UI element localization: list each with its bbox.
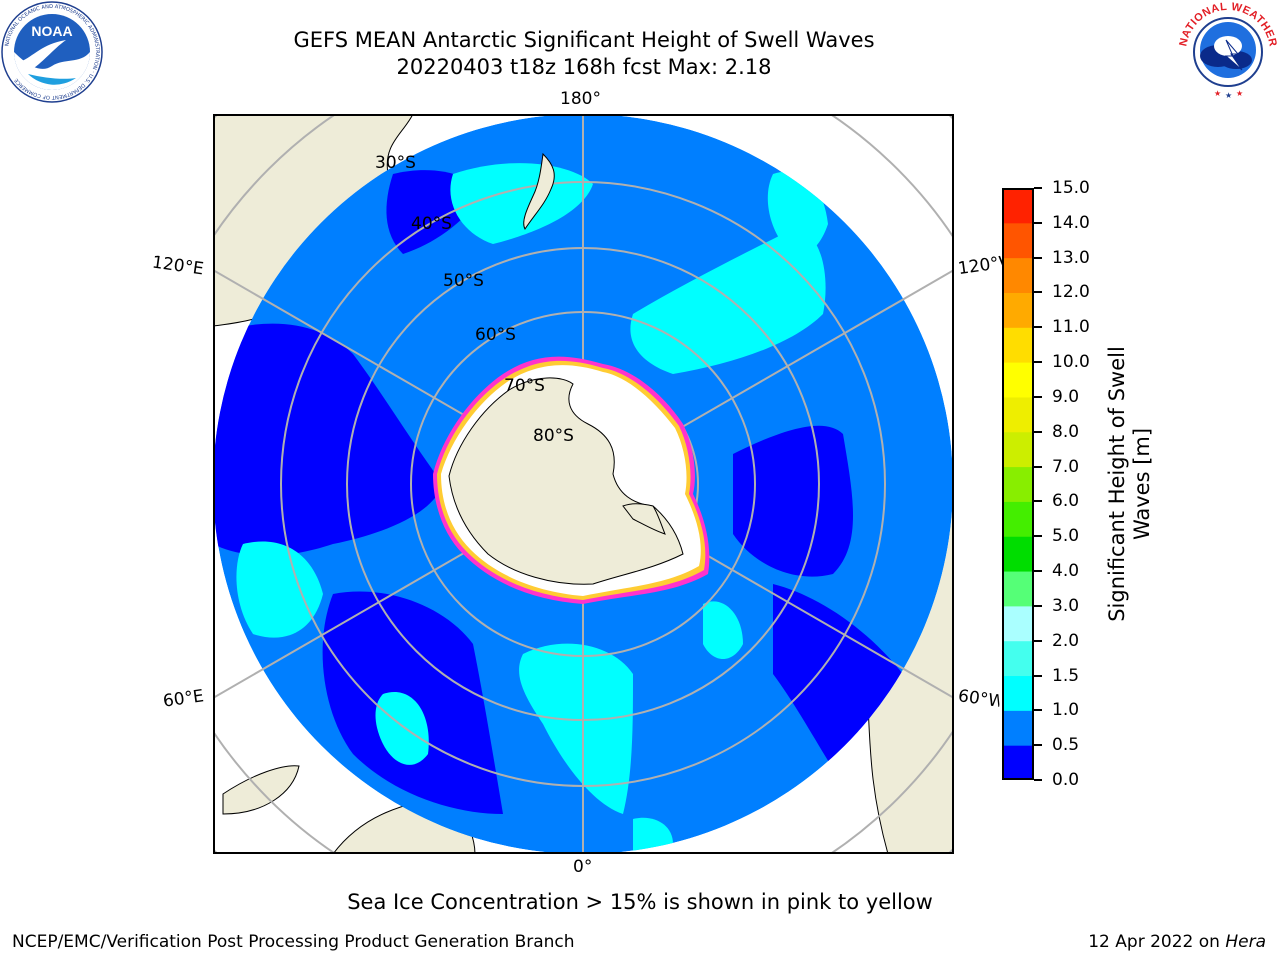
colorbar-segment	[1002, 536, 1034, 572]
colorbar-tick-mark	[1034, 291, 1042, 294]
colorbar-segment	[1002, 327, 1034, 363]
colorbar-tick-label: 12.0	[1052, 282, 1090, 303]
colorbar-segment	[1002, 257, 1034, 293]
colorbar-tick-label: 15.0	[1052, 178, 1090, 198]
colorbar	[1002, 188, 1034, 780]
svg-text:★: ★	[1236, 89, 1243, 98]
lon-label-120w: 120°W	[956, 252, 1006, 280]
colorbar-tick-mark	[1034, 674, 1042, 677]
antarctica-land	[448, 377, 684, 585]
colorbar-segment	[1002, 675, 1034, 711]
swell-south-tip	[633, 817, 673, 854]
colorbar-segment	[1002, 640, 1034, 677]
forecast-subtitle: 20220403 t18z 168h fcst Max: 2.18	[396, 55, 772, 79]
colorbar-segment	[1002, 466, 1034, 502]
lon-label-120e: 120°E	[150, 252, 205, 280]
footer-branch: NCEP/EMC/Verification Post Processing Pr…	[12, 932, 575, 952]
colorbar-tick-mark	[1034, 744, 1042, 747]
sea-ice-caption: Sea Ice Concentration > 15% is shown in …	[347, 890, 933, 914]
colorbar-tick-mark	[1034, 570, 1042, 573]
colorbar-segment	[1002, 710, 1034, 746]
colorbar-tick-mark	[1034, 465, 1042, 468]
lon-label-60w: 60°W	[956, 686, 1002, 712]
footer-machine: Hera	[1225, 932, 1266, 952]
colorbar-segment	[1002, 188, 1034, 224]
antarctic-peninsula-land	[622, 503, 666, 535]
colorbar-title-line1: Significant Height of Swell	[1105, 346, 1129, 622]
swell-south	[519, 643, 633, 814]
colorbar-tick-label: 13.0	[1052, 247, 1090, 268]
lat-label-80s: 80°S	[533, 426, 574, 446]
swell-west	[236, 541, 323, 638]
footer-date-text: 12 Apr 2022 on	[1088, 932, 1226, 952]
colorbar-title-line2: Waves [m]	[1130, 427, 1154, 541]
colorbar-tick-label: 1.5	[1052, 665, 1080, 686]
colorbar-tick-label: 14.0	[1052, 212, 1090, 233]
lat-label-30s: 30°S	[375, 153, 416, 173]
colorbar-segment	[1002, 501, 1034, 537]
colorbar-tick-mark	[1034, 187, 1042, 189]
new-zealand-land	[523, 152, 555, 230]
colorbar-segment	[1002, 745, 1034, 780]
colorbar-segment	[1002, 362, 1034, 398]
colorbar-segment	[1002, 431, 1034, 468]
colorbar-segment	[1002, 396, 1034, 433]
colorbar-tick-mark	[1034, 430, 1042, 433]
svg-text:★: ★	[1214, 89, 1221, 98]
colorbar-tick-label: 5.0	[1052, 526, 1080, 547]
colorbar-tick-mark	[1034, 221, 1042, 224]
nws-logo: NATIONAL WEATHER SERVICE ★ ★ ★	[1176, 0, 1279, 102]
colorbar-tick-mark	[1034, 604, 1042, 607]
colorbar-tick-mark	[1034, 639, 1042, 642]
low-swell-east	[733, 425, 853, 577]
colorbar-tick-label: 2.0	[1052, 630, 1080, 651]
colorbar-tick-mark	[1034, 709, 1042, 712]
low-swell-west	[213, 323, 443, 556]
swell-northeast	[630, 229, 826, 374]
lat-label-60s: 60°S	[475, 325, 516, 345]
footer-date: 12 Apr 2022 on Hera	[1088, 932, 1266, 952]
lat-label-40s: 40°S	[411, 214, 452, 234]
colorbar-segment	[1002, 292, 1034, 328]
svg-text:★: ★	[1225, 91, 1232, 100]
colorbar-tick-label: 8.0	[1052, 421, 1080, 442]
colorbar-tick-label: 11.0	[1052, 317, 1090, 338]
noaa-logo-text: NOAA	[31, 23, 72, 39]
colorbar-segment	[1002, 571, 1034, 607]
colorbar-tick-label: 0.0	[1052, 770, 1080, 790]
colorbar-tick-mark	[1034, 326, 1042, 329]
lon-label-0: 0°	[573, 857, 593, 877]
colorbar-tick-label: 6.0	[1052, 491, 1080, 512]
colorbar-tick-label: 4.0	[1052, 561, 1080, 582]
colorbar-tick-label: 0.5	[1052, 735, 1080, 756]
colorbar-tick-label: 1.0	[1052, 700, 1080, 721]
colorbar-tick-mark	[1034, 361, 1042, 364]
lon-label-180: 180°	[560, 89, 601, 109]
map-title: GEFS MEAN Antarctic Significant Height o…	[293, 28, 875, 52]
lat-label-50s: 50°S	[443, 271, 484, 291]
colorbar-tick-label: 7.0	[1052, 456, 1080, 477]
colorbar-tick-mark	[1034, 500, 1042, 503]
colorbar-tick-mark	[1034, 779, 1042, 781]
colorbar-tick-mark	[1034, 256, 1042, 259]
colorbar-tick-label: 10.0	[1052, 352, 1090, 373]
swell-southeast	[703, 601, 743, 659]
colorbar-segment	[1002, 605, 1034, 642]
colorbar-segment	[1002, 222, 1034, 259]
polar-map: 30°S 40°S 50°S 60°S 70°S 80°S	[213, 114, 954, 854]
colorbar-tick-mark	[1034, 395, 1042, 398]
swell-southwest	[375, 692, 429, 765]
noaa-logo: NOAA NATIONAL OCEANIC AND ATMOSPHERIC AD…	[1, 1, 103, 103]
lat-label-70s: 70°S	[504, 376, 545, 396]
colorbar-tick-mark	[1034, 535, 1042, 538]
colorbar-tick-label: 3.0	[1052, 595, 1080, 616]
colorbar-tick-label: 9.0	[1052, 386, 1080, 407]
lon-label-60e: 60°E	[161, 686, 206, 712]
